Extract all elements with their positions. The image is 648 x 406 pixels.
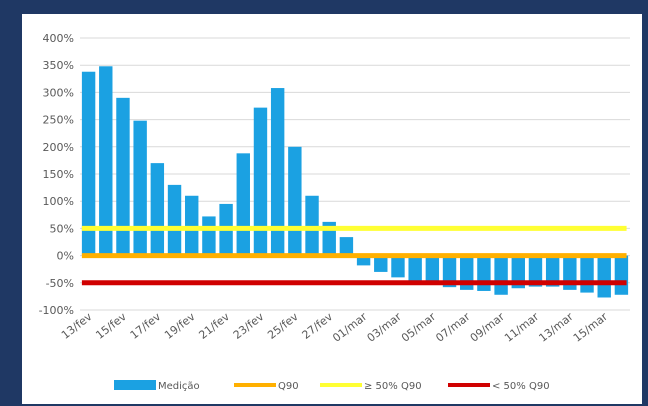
y-tick-label: 200% [43,141,74,154]
bar [116,97,130,256]
legend: Medição Q90 ≥ 50% Q90 < 50% Q90 [114,380,550,392]
legend-label: Medição [158,381,200,392]
y-tick-label: 100% [43,195,74,208]
legend-swatch [114,380,156,390]
bar [81,71,96,256]
y-tick-label: 0% [57,250,74,263]
legend-swatch [448,383,490,387]
legend-swatch [234,383,276,387]
x-tick-label: 05/mar [399,310,439,345]
legend-label: < 50% Q90 [492,381,550,392]
bar [339,237,354,256]
x-tick-label: 27/fev [300,310,336,342]
bar [580,255,594,293]
x-tick-label: 13/mar [536,310,576,345]
bar [270,88,285,256]
x-tick-label: 03/mar [365,310,405,345]
bar [99,66,113,256]
y-tick-label: 250% [43,114,74,127]
bar [133,120,147,256]
bar [494,255,508,295]
y-tick-label: -50% [46,277,74,290]
y-axis-tick-labels: 400% 350% 300% 250% 200% 150% 100% 50% 0% -50% -10… [39,32,74,317]
x-tick-label: 01/mar [330,310,370,345]
bar [408,255,422,283]
x-tick-label: 15/fev [93,310,129,342]
x-tick-label: 19/fev [162,310,198,342]
x-axis-tick-labels: 13/fev15/fev17/fev19/fev21/fev23/fev25/f… [59,310,610,345]
bar [253,107,268,256]
bars-medicao [81,66,629,298]
x-tick-label: 21/fev [196,310,232,342]
bar [425,255,440,285]
legend-swatch [320,383,362,387]
y-tick-label: 50% [50,222,74,235]
bar [202,216,216,256]
bar [528,255,543,287]
legend-label: Q90 [278,381,299,392]
bar [511,255,525,289]
y-tick-label: 350% [43,59,74,72]
bar [374,255,388,272]
x-tick-label: 25/fev [265,310,301,342]
bar [545,255,560,287]
x-tick-label: 09/mar [468,310,508,345]
y-tick-label: -100% [39,304,74,317]
x-tick-label: 07/mar [433,310,473,345]
bar [477,255,491,291]
bar [614,255,629,295]
x-tick-label: 17/fev [128,310,164,342]
bar-chart: 400% 350% 300% 250% 200% 150% 100% 50% 0% -50% -10… [39,32,630,392]
bar [442,255,457,288]
reference-lines [81,225,627,286]
chart-panel: 400% 350% 300% 250% 200% 150% 100% 50% 0% -50% -10… [22,14,642,404]
bar [305,195,319,256]
bar [597,255,611,298]
x-tick-label: 11/mar [502,310,542,345]
y-tick-label: 400% [43,32,74,45]
bar [236,153,250,256]
bar [167,184,182,256]
bar [391,255,405,278]
legend-label: ≥ 50% Q90 [364,381,422,392]
y-tick-label: 300% [43,86,74,99]
x-tick-label: 15/mar [571,310,611,345]
bar [356,255,371,266]
bar [150,163,165,256]
y-tick-label: 150% [43,168,74,181]
bar [185,195,199,256]
bar [288,146,302,256]
x-tick-label: 23/fev [231,310,267,342]
